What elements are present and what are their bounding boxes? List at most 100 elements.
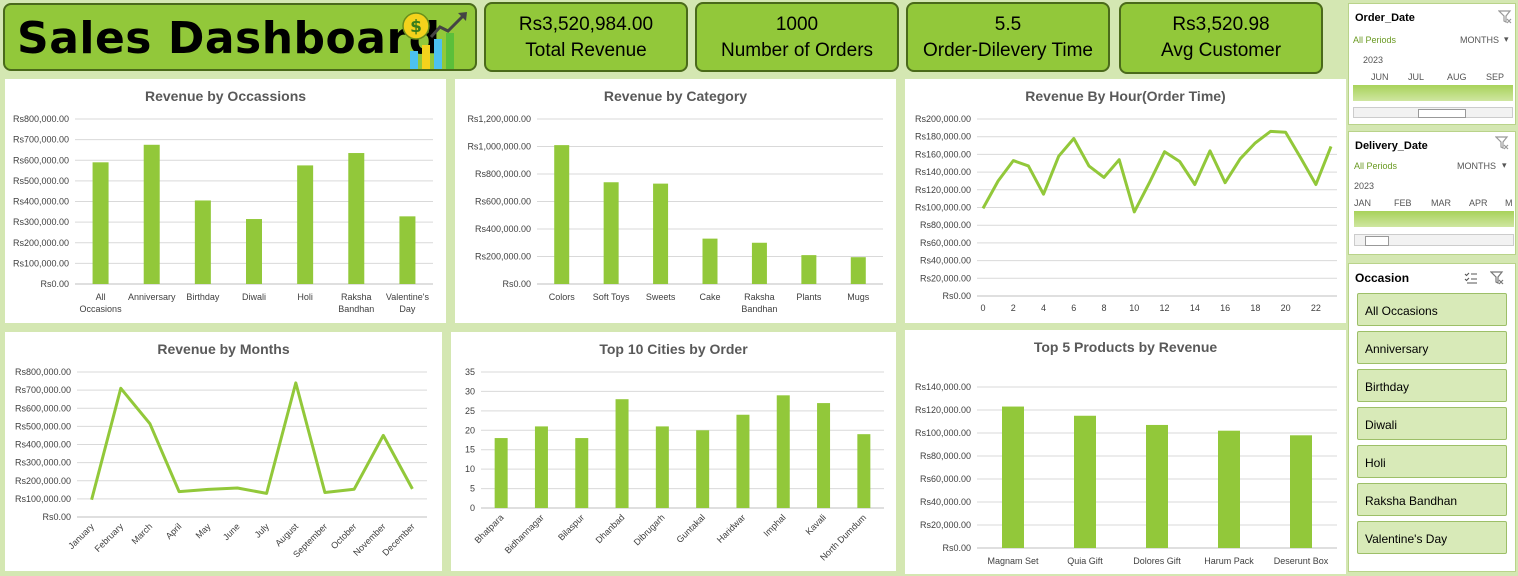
slicer-title: Delivery_Date <box>1355 140 1428 152</box>
chevron-down-icon[interactable]: ▾ <box>1504 34 1509 44</box>
x-tick-label: May <box>194 521 213 540</box>
x-tick-label: Haridwar <box>715 512 748 545</box>
bar <box>776 395 790 508</box>
series-line <box>981 129 1333 214</box>
y-tick-label: Rs20,000.00 <box>920 520 971 530</box>
x-tick-label: Plants <box>796 292 822 302</box>
kpi-number-of-orders: 1000 Number of Orders <box>695 2 899 72</box>
timeline-bar[interactable] <box>1354 211 1514 227</box>
y-tick-label: Rs0.00 <box>942 291 971 301</box>
x-tick-label: Mugs <box>847 292 870 302</box>
y-tick-label: 35 <box>465 367 475 377</box>
occasion-item[interactable]: Valentine's Day <box>1357 521 1507 554</box>
timeline-scrollbar[interactable] <box>1353 107 1513 118</box>
y-tick-label: 10 <box>465 464 475 474</box>
y-tick-label: Rs400,000.00 <box>475 224 531 234</box>
bar <box>615 399 629 508</box>
bar <box>494 438 508 508</box>
y-tick-label: Rs80,000.00 <box>920 451 971 461</box>
y-tick-label: Rs200,000.00 <box>13 238 69 248</box>
all-periods-link[interactable]: All Periods <box>1354 161 1398 171</box>
x-tick-label: Magnam Set <box>987 556 1039 566</box>
chevron-down-icon[interactable]: ▾ <box>1502 160 1507 170</box>
x-tick-label: 0 <box>980 303 985 313</box>
bar <box>246 219 262 284</box>
kpi-avg-customer: Rs3,520.98 Avg Customer <box>1119 2 1323 74</box>
x-tick-label: Dhanbad <box>594 512 627 545</box>
x-tick-label: August <box>273 521 300 548</box>
x-tick-label: 14 <box>1190 303 1200 313</box>
multi-select-icon[interactable] <box>1464 271 1478 285</box>
chart-svg: Revenue by Occassions Rs0.00 Rs100,000.00 R… <box>13 88 433 314</box>
kpi-delivery-time: 5.5 Order-Dilevery Time <box>906 2 1110 72</box>
bar <box>554 145 570 284</box>
y-tick-label: Rs600,000.00 <box>475 197 531 207</box>
scrollbar-thumb[interactable] <box>1365 236 1389 246</box>
scrollbar-thumb[interactable] <box>1418 109 1466 118</box>
x-tick-label: 10 <box>1129 303 1139 313</box>
y-tick-label: Rs0.00 <box>502 279 531 289</box>
chart-top-5-products: Top 5 Products by Revenue Rs0.00 Rs20,000.… <box>905 330 1346 574</box>
time-level-dropdown[interactable]: MONTHS <box>1457 161 1496 171</box>
slicer-title: Occasion <box>1355 271 1410 285</box>
occasion-item[interactable]: Birthday <box>1357 369 1507 402</box>
y-tick-label: Rs700,000.00 <box>13 135 69 145</box>
bar <box>143 144 160 284</box>
timeline-scrollbar[interactable] <box>1354 234 1514 246</box>
occasion-item[interactable]: Anniversary <box>1357 331 1507 364</box>
occasion-item[interactable]: Holi <box>1357 445 1507 478</box>
bar <box>1290 435 1312 548</box>
timeline-bar[interactable] <box>1353 85 1513 101</box>
y-tick-label: 30 <box>465 386 475 396</box>
x-tick-label: Birthday <box>186 292 220 302</box>
dashboard-title-box: Sales Dashboard $ <box>3 3 477 71</box>
timeline-month: FEB <box>1394 198 1412 208</box>
chart-revenue-by-months: Revenue by Months Rs0.00 Rs100,000.00 Rs200… <box>5 332 442 571</box>
clear-filter-icon[interactable] <box>1498 10 1512 24</box>
y-tick-label: Rs400,000.00 <box>15 440 71 450</box>
y-tick-label: Rs700,000.00 <box>15 385 71 395</box>
bar <box>653 183 669 284</box>
bar <box>1074 415 1096 548</box>
all-periods-link[interactable]: All Periods <box>1353 35 1397 45</box>
kpi-label: Avg Customer <box>1160 40 1282 61</box>
y-tick-label: Rs300,000.00 <box>15 458 71 468</box>
y-tick-label: Rs100,000.00 <box>915 428 971 438</box>
y-tick-label: Rs200,000.00 <box>475 252 531 262</box>
clear-filter-icon[interactable] <box>1490 271 1504 285</box>
bar <box>1002 406 1024 548</box>
chart-title: Top 10 Cities by Order <box>599 341 748 357</box>
bar <box>702 238 718 284</box>
timeline-month: SEP <box>1486 72 1505 82</box>
y-tick-label: Rs500,000.00 <box>15 421 71 431</box>
delivery-date-slicer[interactable]: Delivery_Date All Periods MONTHS ▾ 2023 … <box>1348 131 1516 255</box>
x-tick-label: Kavali <box>804 512 828 536</box>
x-tick-label: Anniversary <box>128 292 176 302</box>
sales-growth-icon: $ <box>402 12 467 69</box>
occasion-item[interactable]: Raksha Bandhan <box>1357 483 1507 516</box>
timeline-month: JAN <box>1354 198 1372 208</box>
y-tick-label: Rs0.00 <box>40 279 69 289</box>
occasion-slicer[interactable]: Occasion All Occasions Anniversary Birth… <box>1348 263 1516 572</box>
y-tick-label: Rs140,000.00 <box>915 167 971 177</box>
occasion-item[interactable]: Diwali <box>1357 407 1507 440</box>
y-tick-label: Rs60,000.00 <box>920 474 971 484</box>
x-tick-label: June <box>221 521 242 542</box>
kpi-label: Number of Orders <box>720 40 874 61</box>
y-tick-label: Rs160,000.00 <box>915 149 971 159</box>
bar <box>194 200 211 284</box>
bar <box>801 255 817 284</box>
y-tick-label: Rs1,000,000.00 <box>467 142 531 152</box>
clear-filter-icon[interactable] <box>1495 136 1509 150</box>
time-level-dropdown[interactable]: MONTHS <box>1460 35 1499 45</box>
order-date-slicer[interactable]: Order_Date All Periods MONTHS ▾ 2023 JUN… <box>1348 3 1516 125</box>
y-tick-label: Rs40,000.00 <box>920 497 971 507</box>
y-tick-label: Rs800,000.00 <box>13 114 69 124</box>
y-tick-label: Rs180,000.00 <box>915 132 971 142</box>
x-tick-label: February <box>93 521 126 554</box>
bar <box>399 216 416 284</box>
occasion-item[interactable]: All Occasions <box>1357 293 1507 326</box>
x-tick-label: 22 <box>1311 303 1321 313</box>
chart-title: Revenue by Occassions <box>145 88 306 104</box>
y-tick-label: Rs200,000.00 <box>915 114 971 124</box>
